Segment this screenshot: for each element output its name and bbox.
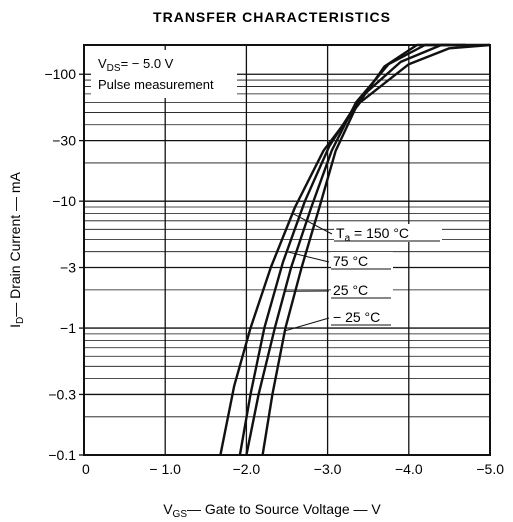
- x-tick-labels: 0 − 1.0 −2.0 −3.0 −4.0 −5.0: [82, 461, 504, 477]
- conditions-background: [91, 50, 237, 98]
- y-tick-label-0: −100: [44, 66, 76, 82]
- series-labels: Ta = 150 °C 75 °C 25 °C − 25 °C: [284, 213, 442, 332]
- chart-title: TRANSFER CHARACTERISTICS: [153, 9, 391, 25]
- series-leader-0: [292, 213, 333, 235]
- y-tick-label-3: −3: [60, 260, 76, 276]
- y-axis-label: ID— Drain Current — mA: [7, 171, 26, 327]
- series-curve-3: [261, 43, 450, 456]
- series-label-2: 25 °C: [333, 282, 368, 298]
- series-leader-1: [286, 251, 330, 263]
- series-curve-1: [238, 43, 490, 456]
- y-tick-label-5: −0.3: [48, 386, 76, 402]
- plot-frame: [83, 44, 491, 456]
- conditions-box: VDS= − 5.0 V Pulse measurement: [91, 50, 237, 98]
- vds-condition: VDS= − 5.0 V: [98, 56, 174, 74]
- series-label-1: 75 °C: [333, 253, 368, 269]
- y-tick-label-1: −30: [52, 133, 76, 149]
- x-axis-label: VGS— Gate to Source Voltage — V: [163, 501, 381, 520]
- series-curve-0: [219, 43, 491, 456]
- y-tick-label-4: −1: [60, 320, 76, 336]
- series-label-bg-0: [334, 224, 442, 242]
- x-tick-label-3: −3.0: [314, 461, 342, 477]
- series-label-0: Ta = 150 °C: [336, 225, 409, 244]
- x-tick-label-4: −4.0: [395, 461, 423, 477]
- series-curve-2: [245, 43, 466, 456]
- y-tick-labels: −100 −30 −10 −3 −1 −0.3 −0.1: [44, 66, 84, 463]
- series-label-bg-2: [331, 281, 393, 299]
- series-label-bg-1: [331, 252, 393, 270]
- x-tick-label-5: −5.0: [476, 461, 504, 477]
- series-label-bg-3: [331, 308, 393, 326]
- x-tick-label-1: − 1.0: [149, 461, 181, 477]
- y-tick-label-6: −0.1: [48, 447, 76, 463]
- x-tick-label-2: −2.0: [233, 461, 261, 477]
- series-label-3: − 25 °C: [333, 309, 380, 325]
- y-tick-label-2: −10: [52, 193, 76, 209]
- curves: [219, 43, 491, 456]
- series-leader-3: [284, 317, 330, 332]
- pulse-measurement-note: Pulse measurement: [98, 77, 214, 92]
- grid: [84, 45, 490, 455]
- x-tick-label-0: 0: [82, 461, 90, 477]
